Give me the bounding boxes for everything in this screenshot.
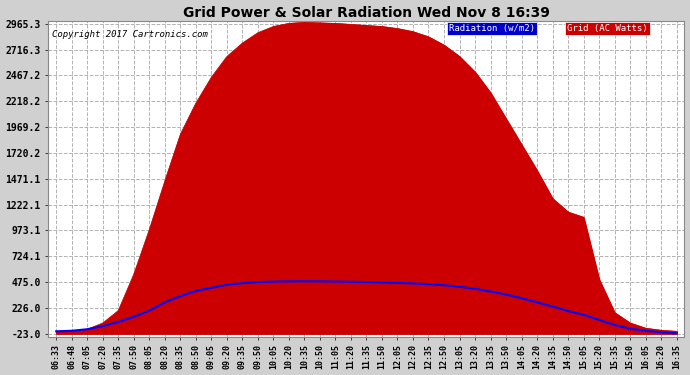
Title: Grid Power & Solar Radiation Wed Nov 8 16:39: Grid Power & Solar Radiation Wed Nov 8 1… <box>183 6 550 20</box>
Text: Copyright 2017 Cartronics.com: Copyright 2017 Cartronics.com <box>52 30 208 39</box>
Text: Radiation (w/m2): Radiation (w/m2) <box>449 24 535 33</box>
Text: Grid (AC Watts): Grid (AC Watts) <box>566 24 647 33</box>
